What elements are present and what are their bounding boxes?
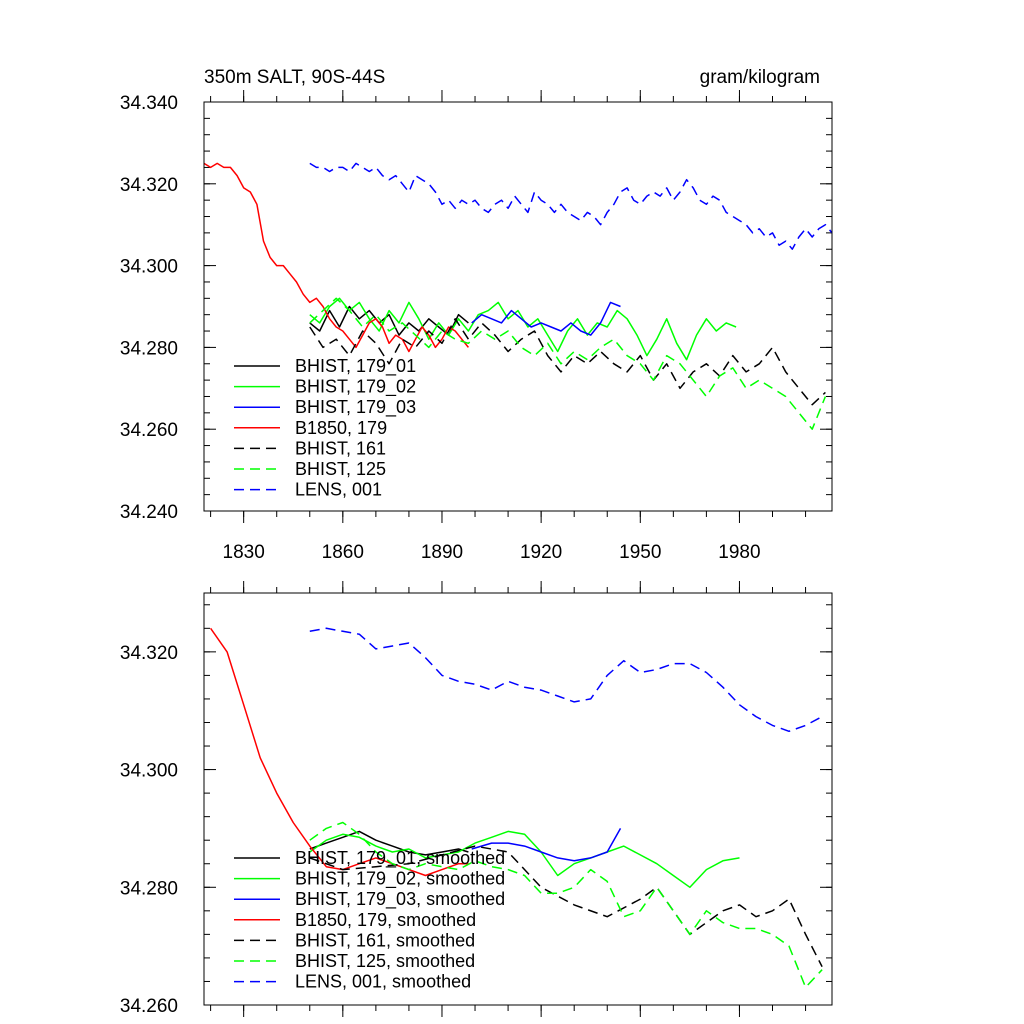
y-tick-label: 34.280 bbox=[120, 878, 178, 899]
series-line-6 bbox=[310, 163, 832, 249]
legend-label-2: BHIST, 179_03, smoothed bbox=[295, 889, 505, 910]
x-tick-label: 1860 bbox=[322, 542, 364, 563]
legend-label-5: BHIST, 125, smoothed bbox=[295, 951, 475, 971]
legend-label-3: B1850, 179, smoothed bbox=[295, 910, 476, 930]
legend-label-1: BHIST, 179_02, smoothed bbox=[295, 869, 505, 890]
series-line-3 bbox=[204, 163, 468, 351]
units-label: gram/kilogram bbox=[700, 67, 820, 88]
legend-label-0: BHIST, 179_01, smoothed bbox=[295, 848, 505, 869]
legend-label-5: BHIST, 125 bbox=[295, 459, 386, 479]
top-chart-panel: 350m SALT, 90S-44S gram/kilogram 34.2403… bbox=[120, 67, 832, 563]
legend-label-1: BHIST, 179_02 bbox=[295, 377, 416, 398]
legend-label-6: LENS, 001, smoothed bbox=[295, 972, 471, 992]
bottom-ticks: 34.260 34.280 34.300 34.320 bbox=[120, 581, 832, 1017]
y-tick-label: 34.320 bbox=[120, 643, 178, 664]
x-tick-label: 1950 bbox=[619, 542, 661, 563]
series-line-2 bbox=[472, 302, 621, 335]
legend-label-0: BHIST, 179_01 bbox=[295, 356, 416, 377]
y-tick-label: 34.240 bbox=[120, 502, 178, 523]
legend-label-4: BHIST, 161 bbox=[295, 438, 386, 458]
series-line-1 bbox=[310, 298, 736, 359]
y-tick-label: 34.300 bbox=[120, 257, 178, 278]
x-tick-label: 1830 bbox=[223, 542, 265, 563]
y-tick-label: 34.280 bbox=[120, 338, 178, 359]
legend-label-3: B1850, 179 bbox=[295, 418, 387, 438]
x-tick-label: 1890 bbox=[421, 542, 463, 563]
legend-label-2: BHIST, 179_03 bbox=[295, 397, 416, 418]
top-ticks: 34.240 34.260 34.280 34.300 34.320 34.340 1830… bbox=[120, 90, 832, 563]
series-line-6 bbox=[310, 628, 822, 731]
y-tick-label: 34.260 bbox=[120, 420, 178, 441]
y-tick-label: 34.300 bbox=[120, 761, 178, 782]
figure: 350m SALT, 90S-44S gram/kilogram 34.2403… bbox=[0, 0, 1024, 1024]
y-tick-label: 34.260 bbox=[120, 996, 178, 1017]
x-tick-label: 1980 bbox=[718, 542, 760, 563]
chart-title: 350m SALT, 90S-44S bbox=[204, 67, 385, 88]
x-tick-label: 1920 bbox=[520, 542, 562, 563]
legend-label-6: LENS, 001 bbox=[295, 480, 382, 500]
legend-label-4: BHIST, 161, smoothed bbox=[295, 930, 475, 950]
y-tick-label: 34.340 bbox=[120, 93, 178, 114]
y-tick-label: 34.320 bbox=[120, 175, 178, 196]
bottom-chart-panel: 34.260 34.280 34.300 34.320 BHIST, 179_01, … bbox=[120, 581, 832, 1017]
